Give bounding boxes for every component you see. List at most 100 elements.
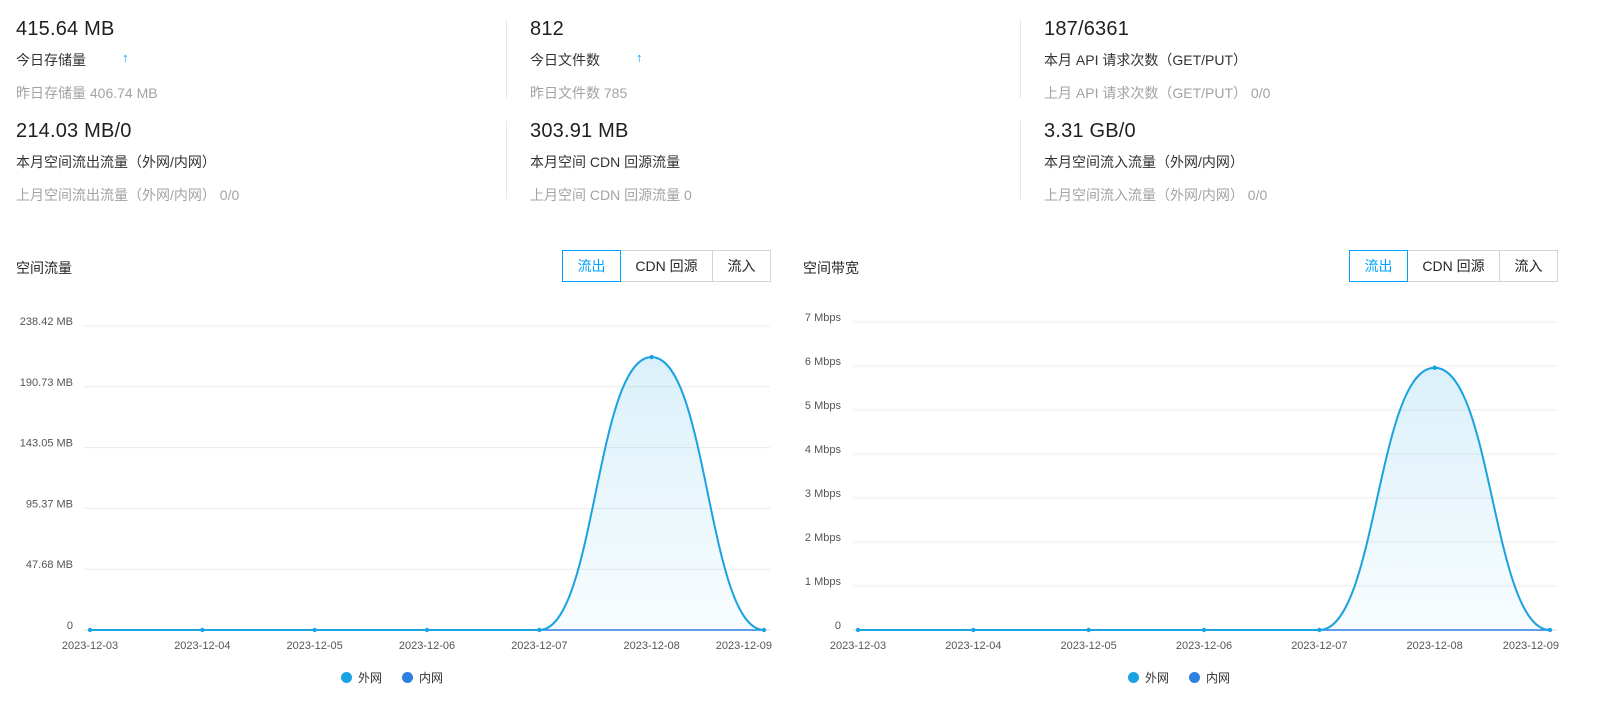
bandwidth-chart: 0 1 Mbps 2 Mbps 3 Mbps 4 Mbps 5 Mbps 6 Mbps 7 M… [805, 312, 1559, 652]
tab-ingress[interactable]: 流入 [1500, 250, 1558, 282]
x-tick-label: 2023-12-05 [1061, 640, 1117, 652]
x-tick-label: 2023-12-04 [945, 640, 1001, 652]
divider [506, 121, 507, 199]
x-tick-label: 2023-12-04 [174, 640, 230, 652]
bandwidth-panel: 空间带宽 流出 CDN 回源 流入 0 1 Mbps 2 Mbps 3 Mbps 4 M… [803, 240, 1593, 710]
stat-previous: 上月空间流出流量（外网/内网） 0/0 [16, 187, 240, 203]
stat-label: 今日存储量 [16, 52, 86, 68]
stat-month-egress: 214.03 MB/0 本月空间流出流量（外网/内网） 上月空间流出流量（外网/… [16, 102, 496, 203]
x-tick-label: 2023-12-06 [399, 640, 455, 652]
x-tick-label: 2023-12-09 [716, 640, 772, 652]
stat-previous: 上月 API 请求次数（GET/PUT） 0/0 [1044, 85, 1271, 101]
stat-label: 本月空间流入流量（外网/内网） [1044, 154, 1244, 170]
stat-value: 415.64 MB [16, 18, 115, 40]
stat-label: 本月空间 CDN 回源流量 [530, 154, 681, 170]
x-tick-label: 2023-12-08 [624, 640, 680, 652]
data-point [200, 627, 205, 633]
chart-legend: 外网 内网 [1128, 669, 1230, 686]
data-point [312, 627, 317, 633]
arrow-up-icon: ↑ [122, 50, 129, 65]
stat-value: 187/6361 [1044, 18, 1130, 40]
y-tick-label: 7 Mbps [805, 312, 842, 324]
stat-value: 303.91 MB [530, 120, 629, 142]
y-tick-label: 0 [835, 620, 841, 632]
series-line-external [90, 356, 765, 631]
x-tick-label: 2023-12-03 [62, 640, 118, 652]
y-tick-label: 5 Mbps [805, 400, 842, 412]
stat-today-files: 812 今日文件数 ↑ 昨日文件数 785 [530, 0, 1010, 101]
data-point [87, 627, 93, 633]
y-tick-label: 47.68 MB [26, 559, 73, 571]
stats-overview: 415.64 MB 今日存储量 ↑ 昨日存储量 406.74 MB 214.03… [0, 0, 1603, 215]
series-line-external [858, 366, 1551, 631]
y-tick-label: 3 Mbps [805, 488, 842, 500]
tab-egress[interactable]: 流出 [1349, 250, 1408, 282]
stat-previous: 上月空间流入流量（外网/内网） 0/0 [1044, 187, 1268, 203]
series-area-external [90, 357, 764, 630]
arrow-up-icon: ↑ [636, 50, 643, 65]
y-tick-label: 238.42 MB [20, 316, 73, 328]
legend-label: 外网 [1145, 671, 1170, 685]
data-point [1547, 627, 1553, 633]
chart-legend: 外网 内网 [341, 669, 443, 686]
legend-label: 外网 [358, 671, 383, 685]
stat-month-api-requests: 187/6361 本月 API 请求次数（GET/PUT） 上月 API 请求次… [1044, 0, 1524, 101]
traffic-panel: 空间流量 流出 CDN 回源 流入 0 47.68 MB 95.37 MB 143.0… [16, 240, 790, 710]
y-tick-label: 0 [67, 620, 73, 632]
legend-item-internal[interactable]: 内网 [1189, 669, 1230, 686]
traffic-tab-group: 流出 CDN 回源 流入 [562, 250, 771, 282]
legend-dot-icon [402, 672, 414, 683]
data-point [761, 627, 767, 633]
y-tick-label: 143.05 MB [20, 438, 73, 450]
legend-item-external[interactable]: 外网 [341, 669, 382, 686]
x-tick-label: 2023-12-03 [830, 640, 886, 652]
traffic-chart: 0 47.68 MB 95.37 MB 143.05 MB 190.73 MB 238.4… [20, 316, 772, 652]
y-tick-label: 4 Mbps [805, 444, 842, 456]
x-tick-label: 2023-12-05 [287, 640, 343, 652]
tab-cdn-origin[interactable]: CDN 回源 [621, 250, 713, 282]
data-point [1432, 365, 1437, 370]
series-area-external [858, 367, 1550, 630]
divider [506, 20, 507, 98]
panel-title: 空间带宽 [803, 260, 859, 276]
panel-title: 空间流量 [16, 260, 72, 276]
legend-label: 内网 [1206, 671, 1231, 685]
data-point [649, 354, 654, 360]
data-point [855, 627, 861, 633]
x-tick-label: 2023-12-09 [1503, 640, 1559, 652]
legend-item-external[interactable]: 外网 [1128, 669, 1169, 686]
legend-dot-icon [341, 672, 352, 683]
x-tick-label: 2023-12-06 [1176, 640, 1232, 652]
stat-label: 今日文件数 [530, 52, 600, 68]
legend-item-internal[interactable]: 内网 [402, 669, 443, 686]
stat-value: 3.31 GB/0 [1044, 120, 1136, 142]
stat-month-ingress: 3.31 GB/0 本月空间流入流量（外网/内网） 上月空间流入流量（外网/内网… [1044, 102, 1524, 203]
data-point [1317, 627, 1322, 633]
legend-dot-icon [1128, 672, 1139, 683]
stat-today-storage: 415.64 MB 今日存储量 ↑ 昨日存储量 406.74 MB [16, 0, 496, 101]
y-tick-label: 2 Mbps [805, 532, 842, 544]
bandwidth-tab-group: 流出 CDN 回源 流入 [1349, 250, 1558, 282]
data-point [424, 627, 430, 633]
stat-previous: 昨日文件数 785 [530, 85, 628, 101]
tab-cdn-origin[interactable]: CDN 回源 [1408, 250, 1500, 282]
stat-label: 本月空间流出流量（外网/内网） [16, 154, 216, 170]
data-point [537, 627, 542, 633]
stat-value: 812 [530, 18, 564, 40]
data-point [1086, 627, 1091, 633]
y-tick-label: 190.73 MB [20, 377, 73, 389]
tab-ingress[interactable]: 流入 [713, 250, 771, 282]
stat-month-cdn-origin: 303.91 MB 本月空间 CDN 回源流量 上月空间 CDN 回源流量 0 [530, 102, 1010, 203]
x-tick-label: 2023-12-07 [511, 640, 567, 652]
stat-previous: 昨日存储量 406.74 MB [16, 85, 158, 101]
divider [1020, 121, 1021, 199]
stat-previous: 上月空间 CDN 回源流量 0 [530, 187, 692, 203]
tab-egress[interactable]: 流出 [562, 250, 621, 282]
data-point [971, 627, 976, 633]
stat-value: 214.03 MB/0 [16, 120, 132, 142]
legend-label: 内网 [419, 671, 444, 685]
y-tick-label: 1 Mbps [805, 576, 842, 588]
y-tick-label: 95.37 MB [26, 498, 73, 510]
y-tick-label: 6 Mbps [805, 356, 842, 368]
x-tick-label: 2023-12-07 [1291, 640, 1347, 652]
